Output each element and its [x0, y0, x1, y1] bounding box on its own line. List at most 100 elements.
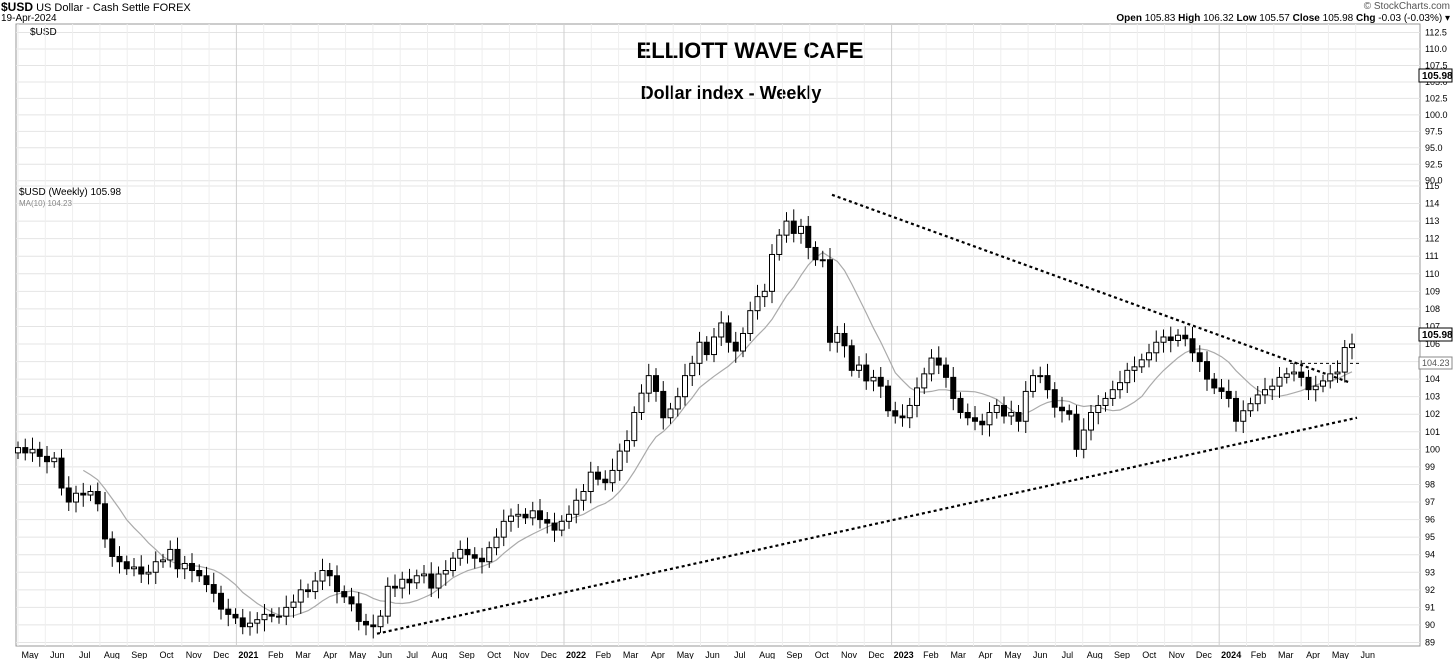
close-value: 105.98 [1322, 13, 1354, 24]
candle [1218, 378, 1225, 399]
candle [1334, 360, 1341, 383]
candle [1189, 326, 1196, 362]
candle [754, 284, 761, 320]
candle [740, 327, 746, 358]
candle [421, 565, 427, 584]
candle [1022, 381, 1029, 434]
candle [1051, 382, 1058, 418]
candle [703, 336, 710, 361]
candle [682, 363, 688, 406]
candle [167, 540, 174, 568]
candle [116, 546, 123, 574]
main-y-tick-label: 101 [1425, 427, 1440, 437]
candle [1080, 418, 1087, 459]
open-label: Open [1116, 13, 1142, 24]
close-label: Close [1292, 13, 1320, 24]
candle [268, 608, 275, 623]
top-y-tick-label: 92.5 [1425, 159, 1443, 169]
x-tick-label: Apr [1306, 650, 1320, 659]
candle [22, 438, 29, 461]
candle [94, 482, 101, 512]
candle [870, 369, 877, 392]
candle [580, 483, 587, 511]
candle [1095, 395, 1102, 425]
candle [297, 579, 304, 614]
candle [384, 577, 391, 624]
candle [544, 512, 551, 534]
candle [943, 357, 949, 388]
candle [964, 403, 971, 426]
chart-title: ELLIOTT WAVE CAFE [637, 38, 864, 63]
candle [602, 470, 609, 491]
x-tick-label: Oct [1142, 650, 1157, 659]
candle [1327, 364, 1334, 389]
x-tick-label: May [349, 650, 367, 659]
main-y-tick-label: 94 [1425, 550, 1435, 560]
x-tick-label: Aug [1087, 650, 1103, 659]
candle [1269, 378, 1276, 401]
candle [123, 555, 130, 575]
x-tick-label: May [21, 650, 39, 659]
main-y-tick-label: 91 [1425, 602, 1435, 612]
top-y-tick-label: 110.0 [1425, 44, 1447, 54]
main-y-tick-label: 111 [1425, 251, 1439, 261]
candle [1044, 363, 1051, 399]
chg-dropdown-icon[interactable]: ▾ [1444, 13, 1450, 24]
candle [892, 401, 899, 424]
candle [283, 595, 290, 626]
trendlines [376, 193, 1362, 635]
candle [573, 488, 580, 524]
price-tag-ma-text: 104.23 [1422, 358, 1450, 368]
candle [914, 377, 920, 418]
candle [261, 604, 268, 632]
candle [1196, 345, 1203, 372]
main-y-tick-label: 113 [1425, 216, 1439, 226]
candle [196, 564, 203, 582]
x-tick-label: Sep [131, 650, 147, 659]
candle [899, 404, 906, 427]
main-y-tick-label: 112 [1425, 234, 1439, 244]
x-tick-label: Jul [1062, 650, 1074, 659]
candle [993, 399, 1000, 419]
main-y-tick-label: 109 [1425, 286, 1440, 296]
candle [725, 315, 732, 353]
candle [957, 392, 964, 419]
candle [798, 218, 804, 244]
candle [718, 311, 725, 346]
candle [558, 515, 565, 537]
candle [276, 607, 282, 624]
candle [1254, 385, 1261, 412]
candle [1153, 330, 1160, 362]
x-tick-label: Nov [841, 650, 858, 659]
candle [819, 250, 826, 268]
candle [653, 368, 659, 402]
x-tick-label: 2023 [894, 650, 914, 659]
candle [471, 547, 478, 569]
candle [645, 363, 652, 403]
x-tick-label: Dec [213, 650, 230, 659]
candle [856, 356, 862, 378]
candle [624, 430, 630, 463]
candle [363, 613, 369, 636]
candle [225, 598, 232, 627]
candle [326, 562, 333, 587]
main-y-tick-label: 97 [1425, 497, 1435, 507]
candle [885, 380, 891, 417]
candle [73, 485, 79, 513]
candle [1283, 367, 1290, 384]
candle [44, 446, 50, 474]
candle [1175, 329, 1181, 347]
x-tick-label: Jul [79, 650, 91, 659]
candle [1124, 362, 1131, 393]
candle [863, 353, 870, 390]
x-tick-label: Jun [1360, 650, 1375, 659]
x-tick-label: Apr [651, 650, 665, 659]
top-panel-symbol: $USD [30, 27, 57, 38]
candle [747, 301, 754, 342]
candle [1204, 351, 1210, 391]
candle [334, 565, 340, 604]
main-y-tick-label: 93 [1425, 567, 1435, 577]
x-tick-label: Mar [623, 650, 639, 659]
candle [950, 367, 957, 411]
